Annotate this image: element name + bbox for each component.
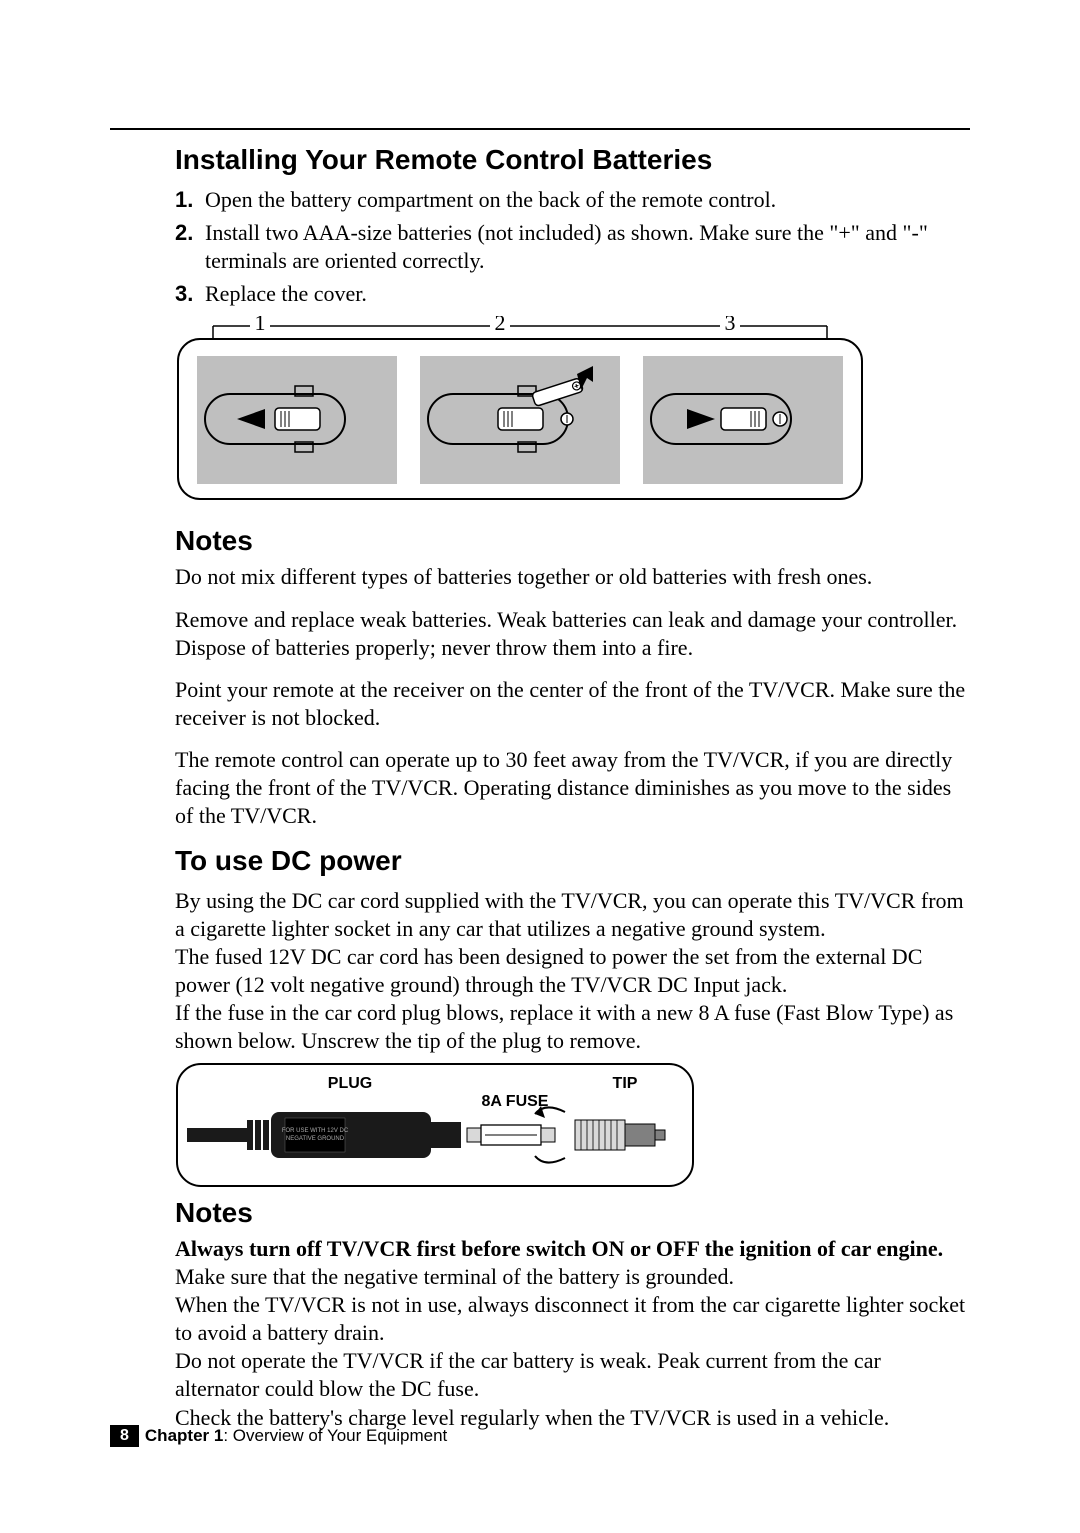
panel-1 bbox=[197, 356, 397, 484]
note-para: Do not operate the TV/VCR if the car bat… bbox=[175, 1347, 970, 1403]
step-number: 2. bbox=[175, 219, 205, 276]
step-text: Replace the cover. bbox=[205, 280, 970, 309]
plug-diagram: PLUG 8A FUSE TIP FOR USE WITH 12V DC NEG… bbox=[175, 1062, 970, 1193]
diagram-label-1: 1 bbox=[255, 316, 266, 335]
list-item: 2. Install two AAA-size batteries (not i… bbox=[175, 219, 970, 276]
diagram-label-tip: TIP bbox=[613, 1075, 638, 1092]
note-para: Do not mix different types of batteries … bbox=[175, 563, 970, 591]
step-number: 3. bbox=[175, 280, 205, 309]
heading-notes-1: Notes bbox=[175, 525, 970, 557]
heading-dcpower: To use DC power bbox=[175, 845, 970, 877]
panel-3 bbox=[643, 356, 843, 484]
diagram-label-3: 3 bbox=[725, 316, 736, 335]
step-text: Install two AAA-size batteries (not incl… bbox=[205, 219, 970, 276]
diagram-label-2: 2 bbox=[495, 316, 506, 335]
svg-text:FOR USE WITH 12V DC: FOR USE WITH 12V DC bbox=[282, 1128, 349, 1134]
diagram-label-plug: PLUG bbox=[328, 1075, 372, 1092]
panel-2 bbox=[420, 356, 620, 484]
step-text: Open the battery compartment on the back… bbox=[205, 186, 970, 215]
note-para: Make sure that the negative terminal of … bbox=[175, 1263, 970, 1291]
heading-install: Installing Your Remote Control Batteries bbox=[175, 144, 970, 176]
page: Installing Your Remote Control Batteries… bbox=[0, 0, 1080, 1533]
list-item: 3. Replace the cover. bbox=[175, 280, 970, 309]
footer-chapter-bold: Chapter 1 bbox=[145, 1426, 223, 1446]
diagram-label-fuse: 8A FUSE bbox=[482, 1093, 549, 1110]
note-para: The remote control can operate up to 30 … bbox=[175, 746, 970, 830]
battery-diagram: 1 2 3 bbox=[175, 316, 970, 507]
note-bold: Always turn off TV/VCR first before swit… bbox=[175, 1235, 970, 1263]
battery-diagram-svg: 1 2 3 bbox=[175, 316, 865, 502]
content-area: Installing Your Remote Control Batteries… bbox=[175, 144, 970, 1432]
top-rule bbox=[110, 128, 970, 130]
list-item: 1. Open the battery compartment on the b… bbox=[175, 186, 970, 215]
footer-chapter-rest: : Overview of Your Equipment bbox=[223, 1426, 447, 1446]
page-number: 8 bbox=[110, 1425, 139, 1447]
note-para: Point your remote at the receiver on the… bbox=[175, 676, 970, 732]
page-footer: 8 Chapter 1 : Overview of Your Equipment bbox=[110, 1425, 447, 1447]
heading-notes-2: Notes bbox=[175, 1197, 970, 1229]
note-para: When the TV/VCR is not in use, always di… bbox=[175, 1291, 970, 1347]
install-steps-list: 1. Open the battery compartment on the b… bbox=[175, 186, 970, 308]
note-para: Remove and replace weak batteries. Weak … bbox=[175, 606, 970, 662]
plug-diagram-svg: PLUG 8A FUSE TIP FOR USE WITH 12V DC NEG… bbox=[175, 1062, 695, 1188]
svg-text:NEGATIVE GROUND: NEGATIVE GROUND bbox=[286, 1136, 345, 1142]
dc-para: By using the DC car cord supplied with t… bbox=[175, 887, 970, 943]
dc-para: The fused 12V DC car cord has been desig… bbox=[175, 943, 970, 999]
dc-para: If the fuse in the car cord plug blows, … bbox=[175, 999, 970, 1055]
step-number: 1. bbox=[175, 186, 205, 215]
